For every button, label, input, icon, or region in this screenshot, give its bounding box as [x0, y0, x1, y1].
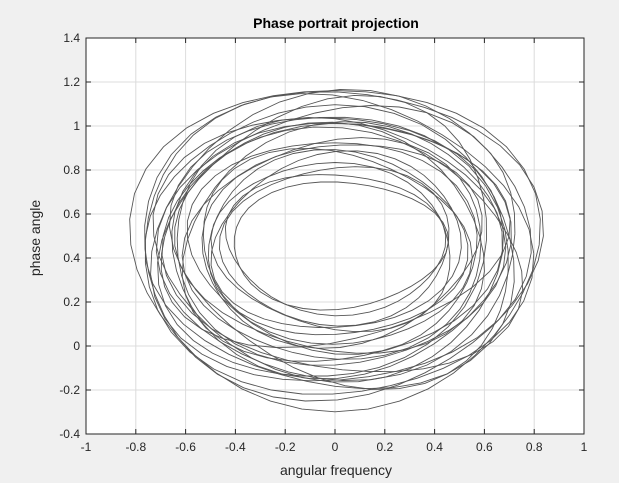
y-tick-label: -0.2 — [59, 383, 80, 397]
x-tick-label: 0.4 — [426, 440, 443, 454]
y-tick-label: 1 — [73, 119, 80, 133]
trajectory-loop — [129, 90, 541, 413]
trajectory-loop — [160, 123, 511, 348]
x-tick-label: 0.8 — [526, 440, 543, 454]
trajectory-loop — [224, 174, 447, 317]
trajectory-loop — [144, 104, 515, 390]
y-tick-label: -0.4 — [59, 427, 80, 441]
x-tick-label: 0 — [332, 440, 339, 454]
x-tick-label: 0.6 — [476, 440, 493, 454]
trajectory-loop — [219, 166, 450, 327]
y-tick-label: 0.6 — [63, 207, 80, 221]
y-tick-label: 0.4 — [63, 251, 80, 265]
x-tick-label: 1 — [581, 440, 588, 454]
y-tick-label: 1.4 — [63, 31, 80, 45]
x-tick-label: -0.4 — [225, 440, 246, 454]
y-tick-label: 1.2 — [63, 75, 80, 89]
trajectory-loop — [181, 121, 503, 362]
trajectory-loop — [207, 149, 469, 336]
x-tick-label: -0.2 — [275, 440, 296, 454]
trajectory-loop — [210, 150, 462, 328]
y-axis-label: phase angle — [27, 200, 43, 277]
chart-title: Phase portrait projection — [253, 15, 419, 31]
x-axis-label: angular frequency — [280, 462, 392, 478]
trajectory-loop — [157, 94, 487, 377]
x-tick-label: 0.2 — [376, 440, 393, 454]
trajectory-loop — [155, 105, 516, 381]
y-tick-label: 0.8 — [63, 163, 80, 177]
x-tick-label: -1 — [81, 440, 92, 454]
x-tick-label: -0.6 — [175, 440, 196, 454]
trajectory-loop — [181, 137, 482, 360]
trajectory-loop — [233, 181, 449, 311]
ticks: -1 -0.8 -0.6 -0.4 -0.2 0 0.2 0.4 0.6 0.8 1 -0.4 -0.2… — [59, 31, 587, 454]
y-tick-label: 0.2 — [63, 295, 80, 309]
plot-lines — [129, 89, 544, 413]
trajectory-loop — [210, 162, 451, 333]
trajectory-loop — [169, 116, 509, 390]
trajectory-loop — [152, 117, 504, 383]
trajectory-loop — [186, 142, 478, 355]
x-tick-label: -0.8 — [125, 440, 146, 454]
y-tick-label: 0 — [73, 339, 80, 353]
trajectory-loop — [201, 144, 483, 349]
trajectory-loop — [150, 89, 532, 382]
